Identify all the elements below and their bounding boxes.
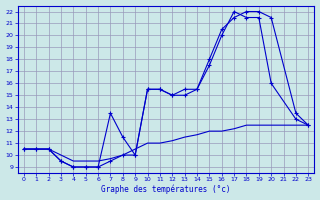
X-axis label: Graphe des températures (°c): Graphe des températures (°c) [101,185,231,194]
